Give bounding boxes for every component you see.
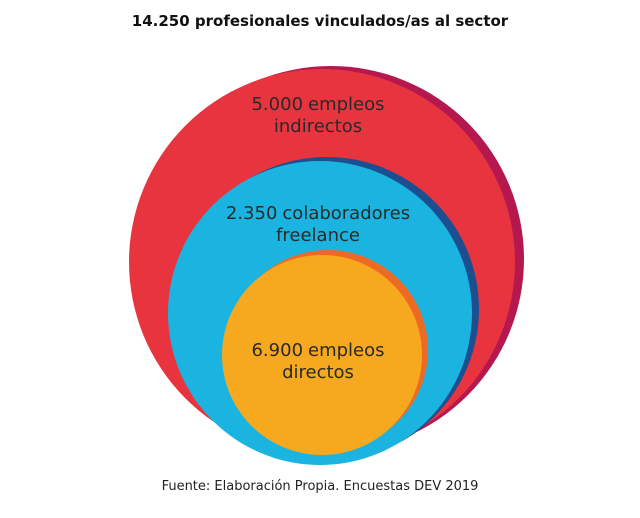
value-label: 2.350	[225, 203, 278, 224]
category-label: empleos directos	[282, 340, 385, 383]
circle-label: 2.350 colaboradores freelance	[218, 203, 418, 247]
circle-label: 5.000 empleos indirectos	[243, 94, 393, 138]
category-label: colaboradores freelance	[276, 203, 411, 246]
category-label: empleos indirectos	[273, 94, 385, 137]
chart-title: 14.250 profesionales vinculados/as al se…	[131, 12, 509, 30]
circle-label: 6.900 empleos directos	[243, 340, 393, 384]
value-label: 5.000	[251, 94, 304, 115]
source-note: Fuente: Elaboración Propia. Encuestas DE…	[161, 479, 479, 494]
value-label: 6.900	[251, 340, 304, 361]
circle	[222, 255, 422, 455]
